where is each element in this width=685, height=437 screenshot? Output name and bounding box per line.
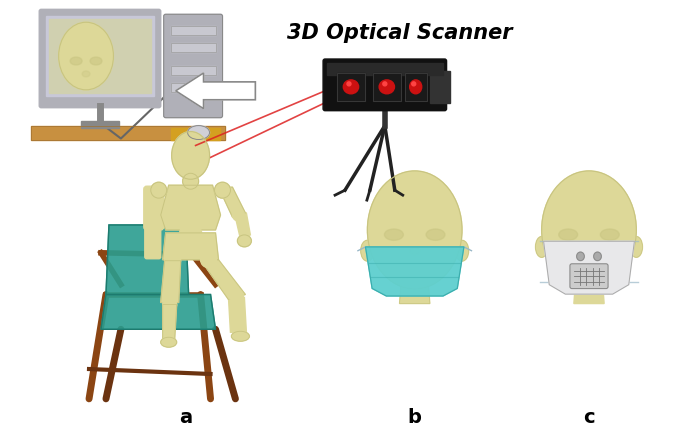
Bar (171, 83, 216, 92)
FancyBboxPatch shape (144, 186, 164, 230)
Text: a: a (179, 408, 192, 427)
Ellipse shape (630, 236, 643, 257)
Bar (171, 83, 216, 92)
Ellipse shape (367, 171, 462, 289)
Polygon shape (163, 305, 177, 339)
Text: c: c (583, 408, 595, 427)
Ellipse shape (542, 171, 636, 289)
FancyBboxPatch shape (570, 264, 608, 288)
Bar (405, 73, 427, 101)
Polygon shape (101, 295, 216, 329)
Ellipse shape (188, 125, 210, 139)
Polygon shape (366, 247, 464, 296)
Ellipse shape (183, 173, 199, 189)
Ellipse shape (229, 290, 243, 303)
Bar (32, 125, 225, 139)
Bar (429, 71, 449, 103)
Ellipse shape (426, 229, 445, 240)
Bar (49, 19, 151, 93)
Ellipse shape (161, 337, 177, 347)
Polygon shape (161, 261, 181, 302)
Ellipse shape (594, 252, 601, 260)
Ellipse shape (343, 80, 359, 94)
Polygon shape (574, 279, 604, 304)
Ellipse shape (384, 229, 403, 240)
Ellipse shape (347, 82, 351, 86)
Ellipse shape (383, 82, 387, 86)
Ellipse shape (361, 240, 374, 261)
Ellipse shape (82, 71, 90, 77)
Bar (373, 73, 401, 101)
Ellipse shape (70, 57, 82, 65)
Bar (327, 63, 443, 75)
Bar (337, 73, 365, 101)
Bar (171, 66, 216, 75)
Polygon shape (229, 298, 247, 332)
Polygon shape (106, 225, 188, 295)
Ellipse shape (179, 224, 201, 242)
Bar (171, 26, 216, 35)
FancyBboxPatch shape (164, 14, 223, 118)
Ellipse shape (59, 22, 114, 90)
Bar (171, 66, 216, 75)
FancyBboxPatch shape (39, 9, 161, 108)
Ellipse shape (148, 223, 160, 235)
Polygon shape (544, 241, 634, 294)
Ellipse shape (559, 229, 577, 240)
Polygon shape (161, 185, 221, 230)
Ellipse shape (600, 229, 619, 240)
Bar (405, 73, 427, 101)
Ellipse shape (232, 331, 249, 341)
Polygon shape (163, 233, 219, 260)
Polygon shape (201, 260, 245, 299)
Ellipse shape (201, 252, 216, 268)
Ellipse shape (410, 80, 422, 94)
Ellipse shape (577, 252, 584, 260)
Ellipse shape (456, 240, 469, 261)
Bar (171, 26, 216, 35)
Ellipse shape (410, 247, 419, 254)
Ellipse shape (379, 80, 395, 94)
Text: 3D Optical Scanner: 3D Optical Scanner (287, 23, 513, 43)
Bar (46, 16, 153, 96)
Ellipse shape (214, 182, 230, 198)
FancyBboxPatch shape (145, 227, 161, 259)
Ellipse shape (232, 209, 245, 221)
Polygon shape (399, 279, 430, 304)
Bar (373, 73, 401, 101)
FancyBboxPatch shape (323, 59, 447, 111)
Ellipse shape (163, 298, 177, 312)
Ellipse shape (151, 182, 166, 198)
Ellipse shape (172, 132, 210, 179)
Ellipse shape (90, 57, 102, 65)
Polygon shape (219, 187, 245, 217)
Bar (81, 121, 119, 128)
Ellipse shape (536, 236, 548, 257)
Bar (337, 73, 365, 101)
Bar (171, 43, 216, 52)
Polygon shape (234, 213, 251, 239)
Bar (171, 43, 216, 52)
Polygon shape (175, 73, 256, 109)
Bar (32, 125, 225, 139)
Ellipse shape (412, 82, 416, 86)
Bar (171, 128, 221, 139)
Text: b: b (408, 408, 422, 427)
Ellipse shape (238, 235, 251, 247)
Ellipse shape (164, 252, 181, 268)
